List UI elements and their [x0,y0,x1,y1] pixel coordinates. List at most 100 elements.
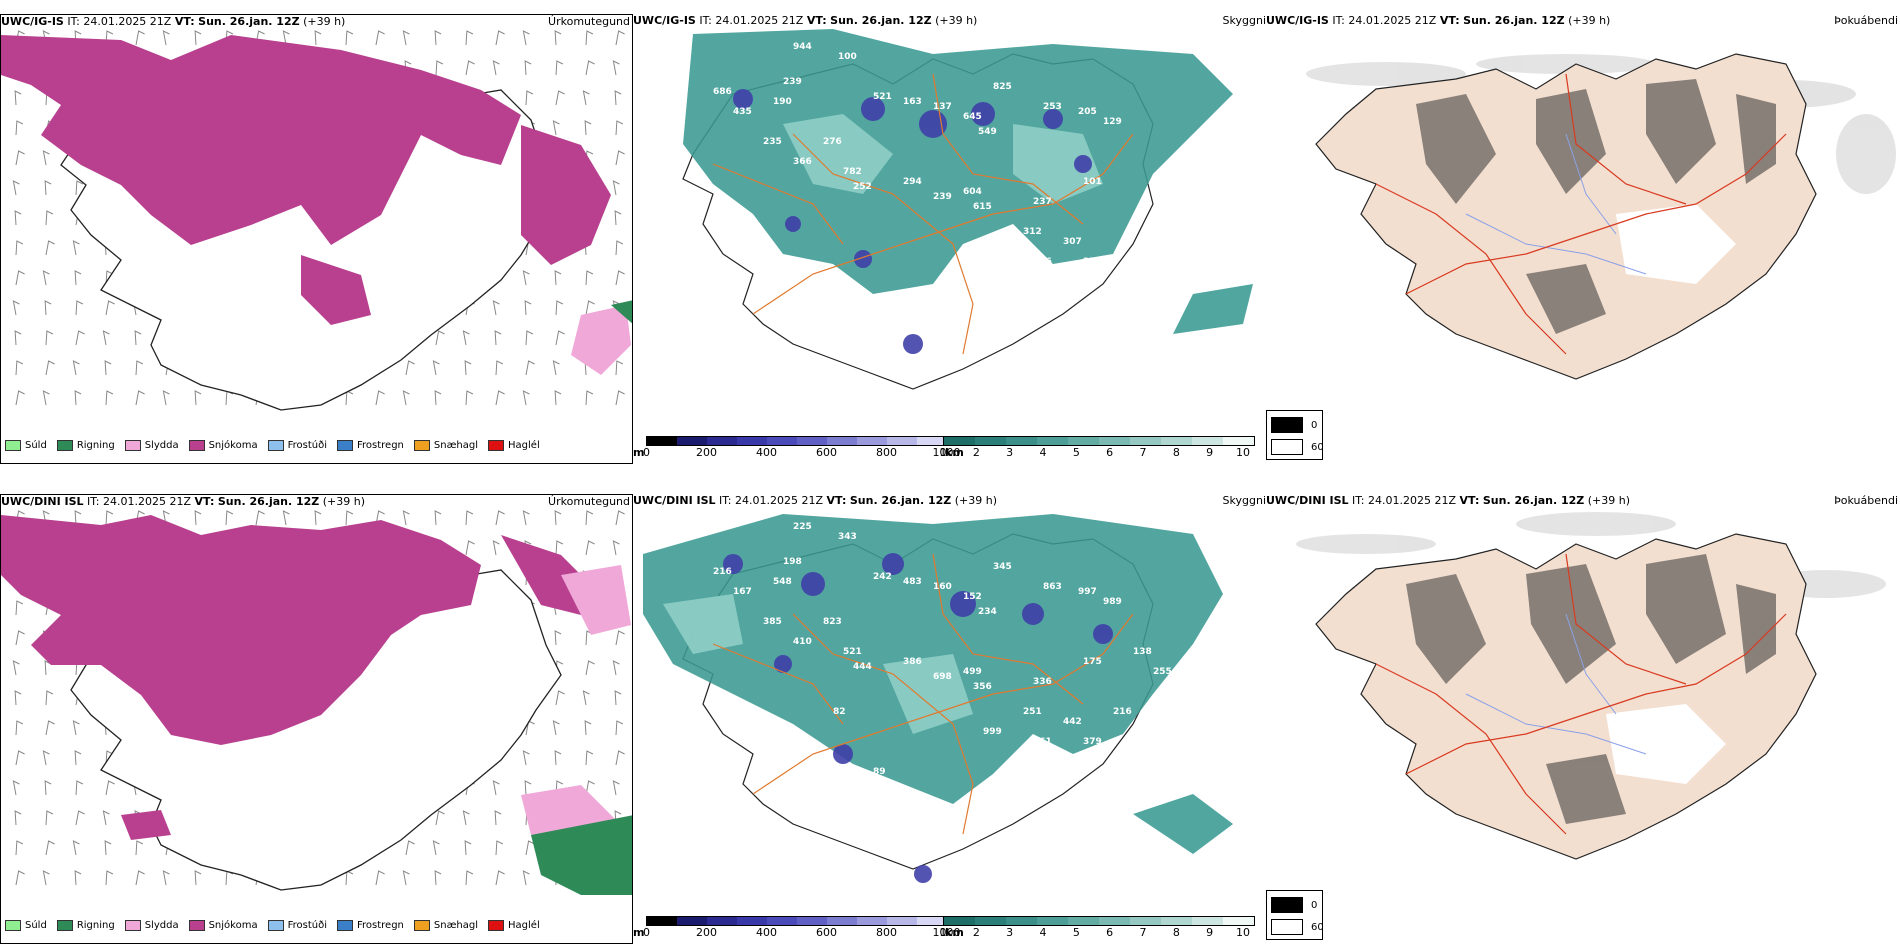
wind-barb [615,750,625,766]
legend-item: Snjókoma [188,920,258,931]
ceiling-label: 345 [993,562,1012,572]
legend-label: Haglél [508,920,540,931]
wind-barb [615,510,625,526]
wind-barb [15,360,24,376]
panel-header: UWC/DINI ISL IT: 24.01.2025 21Z VT: Sun.… [1266,494,1631,507]
legend-swatch [56,440,73,451]
wind-barb [465,60,475,76]
precip-legend: Súld Rigning Slydda Snjókoma Frostúði Frostre… [5,440,540,451]
wind-barb [435,810,445,826]
wind-barb [495,840,504,856]
ceiling-label: 251 [1023,707,1042,717]
wind-barb [495,360,504,376]
wind-barb [72,720,80,736]
wind-barb [74,510,82,526]
visibility-unit: km [945,446,964,459]
legend-item: Rigning [56,440,115,451]
wind-barb [434,390,442,406]
wind-barb [402,390,410,406]
ceiling-label: 253 [933,807,952,817]
ceiling-label: 336 [1033,677,1052,687]
wind-barb [104,360,112,376]
wind-barb [522,870,530,886]
wind-barb [135,30,145,46]
wind-barb [14,690,22,706]
ceiling-label: 138 [1133,647,1152,657]
colorbar-tick: 2 [972,446,980,459]
visibility-cells [943,916,1255,926]
ceiling-label: 225 [793,522,812,532]
wind-barb [585,660,595,676]
wind-barb [525,360,535,376]
ceiling-label: 239 [783,77,802,87]
wind-barb [465,510,474,526]
rain-areas [611,300,632,324]
wind-barb [75,180,84,196]
wind-barb [102,810,110,826]
wind-barb [612,60,620,76]
legend-item: Súld [5,440,47,451]
legend-label: Slydda [144,920,179,931]
ceiling-label: 686 [713,87,732,97]
wind-barb [554,390,562,406]
wind-barb [15,720,24,736]
ceiling-label: 410 [793,637,812,647]
wind-barb [74,870,82,886]
visibility-unit: km [945,926,964,939]
colorbar-tick: 8 [1172,446,1180,459]
wind-barb [15,390,25,406]
wind-barb [555,690,565,706]
wind-barb [522,510,530,526]
legend-swatch [188,920,205,931]
wind-barb [585,300,595,316]
wind-barb [45,720,55,736]
wind-barb [12,180,20,196]
wind-barb [522,750,530,766]
fog-legend-bottom: 0 60 [1266,890,1324,940]
legend-item: Frostúði [267,440,327,451]
ceiling-label: 163 [903,97,922,107]
ceiling-label: 521 [873,92,892,102]
legend-item: Frostregn [337,440,404,451]
legend-item: Snæhagl [413,440,478,451]
wind-barb [585,510,594,526]
ceiling-label: 521 [843,647,862,657]
ceiling-label: 944 [793,42,812,52]
wind-barb [375,870,385,886]
colorbar-tick: 200 [695,926,717,939]
wind-barb [72,240,80,256]
colorbar-tick: 400 [755,926,777,939]
legend-swatch [124,920,141,931]
colorbar-tick: 800 [875,446,897,459]
wind-barb [75,780,84,796]
wind-barb [585,270,594,286]
colorbar-tick: 0 [642,446,650,459]
visibility-colorbar: 1 2 3 4 5 6 7 8 9 10 [940,916,1255,940]
ceiling-colorbar: m 0 200 400 600 800 1000 [633,916,960,940]
wind-barb [614,90,622,106]
wind-barb [105,870,114,886]
wind-barb [554,270,562,286]
wind-barb [585,780,595,796]
wind-barb [375,510,385,526]
colorbar-tick: 600 [815,926,837,939]
wind-barb [314,510,322,526]
wind-barb [612,660,620,676]
colorbar-tick: 1000 [932,926,961,939]
wind-barb [615,120,624,136]
sleet-areas [571,305,631,375]
wind-barb [42,270,50,286]
legend-label: Haglél [508,440,540,451]
wind-barb [105,780,115,796]
wind-barb [15,120,24,136]
cloud-panel-bottom: 877 225 343 216 167 548 198 242 483 160 152 234 345 8… [633,494,1266,944]
visibility-colorbar: 1 2 3 4 5 6 7 8 9 10 [940,436,1255,460]
wind-barb [584,720,592,736]
wind-barb [495,870,505,886]
colorbar-tick: 10 [1236,446,1250,459]
visibility-fill [683,29,1253,334]
colorbar-tick: 8 [1172,926,1180,939]
ceiling-label: 442 [1063,717,1082,727]
